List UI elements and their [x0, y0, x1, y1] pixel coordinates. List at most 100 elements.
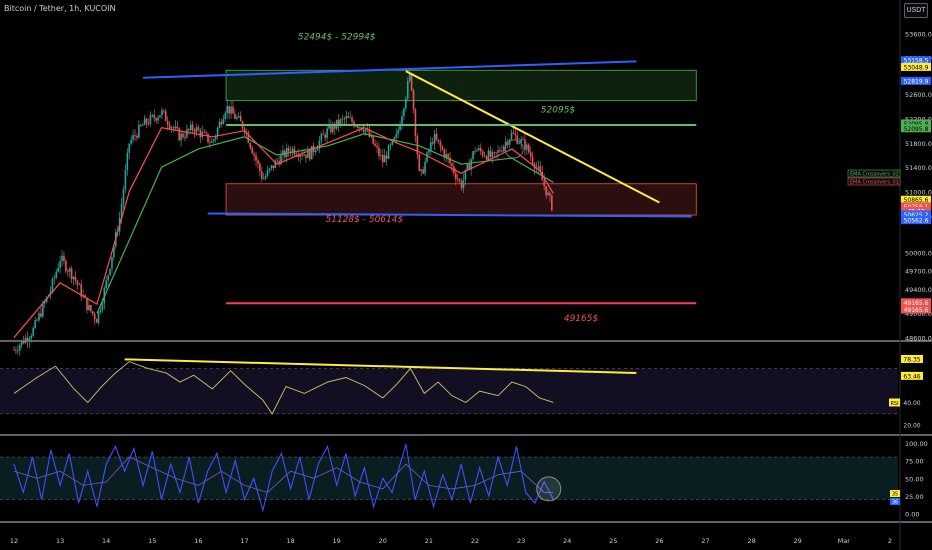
- candle-body: [61, 255, 63, 261]
- candle-body: [537, 166, 540, 168]
- price-label: 50625.2: [904, 212, 929, 219]
- price-tick-label: 50000.0: [905, 249, 932, 257]
- candle-body: [22, 340, 25, 344]
- candle-body: [236, 117, 238, 119]
- candle-body: [42, 303, 44, 317]
- candle-body: [382, 154, 384, 163]
- rsi-label-box: [901, 354, 923, 363]
- candle-body: [543, 180, 545, 186]
- price-label: 52819.9: [904, 78, 929, 85]
- candle-body: [57, 267, 59, 272]
- candle-body: [468, 164, 471, 170]
- price-tick-label: 52600.0: [905, 91, 932, 99]
- candle-body: [26, 337, 29, 342]
- candle-body: [232, 106, 234, 114]
- annotation-label: 49165$: [564, 314, 599, 324]
- candle-body: [476, 150, 478, 152]
- time-tick-label: 12: [10, 537, 18, 545]
- candle-body: [170, 127, 173, 129]
- candle-body: [295, 154, 298, 156]
- stoch-badge: 35: [892, 492, 898, 498]
- rsi-trendline: [124, 358, 637, 374]
- candle-body: [414, 109, 417, 137]
- candle-body: [191, 124, 194, 131]
- price-tick-label: 51000.0: [905, 189, 932, 197]
- candle-body: [161, 110, 163, 116]
- rsi-line: [13, 361, 554, 415]
- candle-body: [474, 151, 476, 153]
- candle-body: [516, 135, 519, 144]
- price-label-box: [901, 124, 931, 133]
- candle-body: [330, 124, 332, 132]
- rsi-tick-label: 40.00: [903, 400, 920, 407]
- candle-body: [483, 155, 486, 157]
- candle-body: [447, 154, 449, 158]
- candle-body: [307, 150, 309, 159]
- candle-body: [424, 161, 426, 174]
- candle-body: [518, 142, 520, 144]
- rsi-tick-label: 20.00: [903, 423, 920, 430]
- candle-body: [272, 165, 275, 169]
- candle-body: [285, 147, 288, 158]
- candle-body: [454, 173, 457, 180]
- candle-body: [180, 133, 182, 141]
- candle-body: [551, 195, 553, 211]
- candle-body: [387, 145, 390, 159]
- candle-body: [68, 268, 71, 272]
- candle-body: [97, 311, 100, 323]
- candle-body: [310, 146, 313, 160]
- price-label-box: [901, 298, 931, 307]
- candle-body: [372, 135, 374, 144]
- candle-body: [249, 142, 252, 148]
- candle-body: [197, 127, 200, 131]
- candle-body: [255, 155, 257, 161]
- candle-body: [260, 171, 263, 179]
- candle-body: [493, 152, 496, 153]
- candle-body: [76, 280, 79, 285]
- candle-body: [43, 301, 46, 304]
- rsi-badge-box: [889, 398, 900, 407]
- candle-body: [24, 337, 27, 344]
- time-tick-label: 29: [794, 537, 802, 545]
- candle-body: [136, 135, 138, 138]
- candle-body: [17, 350, 19, 352]
- annotation-label: 52095$: [541, 105, 576, 115]
- candle-body: [234, 113, 236, 119]
- candle-body: [187, 129, 190, 131]
- candle-body: [109, 268, 111, 276]
- rsi-label-box: [901, 371, 923, 380]
- price-label: 52095.8: [904, 126, 929, 133]
- candle-body: [18, 345, 21, 351]
- candle-body: [479, 147, 482, 152]
- time-tick-label: 14: [102, 537, 110, 545]
- currency-button[interactable]: USDT: [904, 3, 928, 18]
- stoch-badge: 36: [892, 500, 898, 506]
- price-label-box: [901, 202, 931, 211]
- candle-body: [257, 160, 259, 164]
- legend-label: EMA Crossovers_02: [850, 172, 899, 178]
- candle-body: [395, 133, 398, 138]
- candle-body: [320, 133, 323, 141]
- candle-body: [184, 137, 186, 139]
- candle-body: [324, 134, 326, 138]
- candle-body: [431, 142, 434, 144]
- candle-body: [399, 125, 401, 131]
- stoch-tick-label: 0.00: [905, 511, 919, 519]
- candle-body: [36, 319, 38, 321]
- candle-body: [178, 128, 180, 141]
- candle-body: [59, 260, 61, 268]
- candle-body: [205, 132, 207, 134]
- candle-body: [499, 150, 501, 152]
- rsi-badge: RSI: [890, 401, 898, 407]
- candle-body: [111, 257, 113, 269]
- candle-body: [547, 192, 549, 196]
- candle-body: [49, 290, 52, 295]
- candle-body: [370, 135, 373, 137]
- candle-body: [305, 154, 307, 159]
- price-tick-label: 51400.0: [905, 164, 932, 172]
- time-tick-label: 22: [471, 537, 479, 545]
- candle-body: [510, 132, 513, 140]
- candle-body: [549, 192, 551, 196]
- candle-body: [55, 271, 58, 278]
- candle-body: [101, 303, 104, 310]
